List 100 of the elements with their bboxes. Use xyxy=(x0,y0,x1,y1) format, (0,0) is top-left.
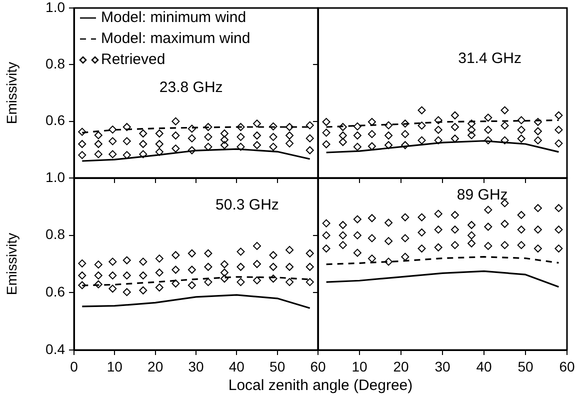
point xyxy=(468,231,476,240)
point xyxy=(236,132,245,141)
point xyxy=(269,274,278,283)
point xyxy=(220,268,228,277)
point xyxy=(534,204,542,212)
point xyxy=(384,237,393,246)
point xyxy=(108,271,117,280)
point xyxy=(204,142,212,151)
annotation: 31.4 GHz xyxy=(458,50,522,68)
point xyxy=(322,128,330,137)
point xyxy=(94,140,102,148)
point xyxy=(172,279,180,288)
point xyxy=(155,284,164,292)
point xyxy=(322,118,330,126)
point xyxy=(172,144,180,153)
point xyxy=(418,244,426,253)
x-tick-label: 40 xyxy=(476,358,492,374)
point xyxy=(155,130,164,138)
point xyxy=(306,249,314,258)
point xyxy=(269,132,278,141)
x-tick-label: 0 xyxy=(70,358,78,374)
point xyxy=(554,139,563,148)
point xyxy=(384,141,393,150)
annotation: 50.3 GHz xyxy=(216,196,279,214)
point xyxy=(484,222,492,231)
point xyxy=(401,141,410,150)
point xyxy=(418,136,426,144)
point xyxy=(500,136,509,144)
annotation: 89 GHz xyxy=(456,186,508,204)
point xyxy=(78,281,86,290)
point xyxy=(384,218,393,227)
point xyxy=(220,136,228,144)
x-tick-label: 60 xyxy=(559,358,575,374)
point xyxy=(155,268,164,277)
point xyxy=(468,131,476,140)
point xyxy=(517,126,526,134)
point xyxy=(253,141,261,150)
x-tick-label: 30 xyxy=(434,358,450,374)
point xyxy=(368,214,376,222)
point xyxy=(401,252,410,261)
y-tick-label: 0.8 xyxy=(46,56,66,72)
point xyxy=(139,130,148,138)
legend-label: Model: minimum wind xyxy=(101,9,246,26)
point xyxy=(94,131,102,140)
point xyxy=(286,132,294,140)
point xyxy=(78,271,86,280)
point xyxy=(384,258,393,266)
point xyxy=(236,123,245,131)
point xyxy=(172,132,180,140)
point xyxy=(108,258,117,266)
point xyxy=(286,123,294,131)
x-tick-label: 40 xyxy=(228,358,245,374)
point xyxy=(122,288,131,296)
point xyxy=(286,262,294,271)
point xyxy=(155,254,164,263)
annotation: 23.8 GHz xyxy=(159,79,223,96)
point xyxy=(500,106,509,114)
point xyxy=(534,244,542,253)
point xyxy=(500,122,509,130)
point xyxy=(484,126,492,134)
point xyxy=(188,146,196,154)
point xyxy=(269,142,278,151)
point xyxy=(468,239,476,248)
point xyxy=(338,138,347,146)
x-tick-label: 50 xyxy=(270,358,286,374)
point xyxy=(322,219,330,228)
point xyxy=(468,126,476,134)
point xyxy=(122,256,131,264)
point xyxy=(500,241,509,250)
point xyxy=(286,139,294,148)
point xyxy=(368,130,376,138)
point xyxy=(220,260,228,268)
point xyxy=(108,126,117,134)
x-tick-label: 50 xyxy=(518,358,534,374)
point xyxy=(338,132,347,140)
point xyxy=(253,276,261,284)
point xyxy=(534,226,542,234)
x-axis-title: Local zenith angle (Degree) xyxy=(227,377,414,394)
point xyxy=(306,278,314,286)
point xyxy=(418,228,426,236)
point xyxy=(139,271,148,280)
y-tick-label: 0.8 xyxy=(46,226,66,242)
point xyxy=(434,126,442,134)
point xyxy=(468,120,476,128)
point xyxy=(554,226,563,234)
point xyxy=(322,140,330,148)
point xyxy=(108,150,117,158)
point xyxy=(122,137,131,146)
point xyxy=(368,254,376,263)
point xyxy=(306,121,314,130)
point xyxy=(204,278,212,286)
point xyxy=(368,118,376,126)
point xyxy=(434,210,442,218)
point xyxy=(450,226,459,234)
y-tick-label: 1.0 xyxy=(46,0,66,15)
point xyxy=(253,242,261,250)
point xyxy=(353,215,362,224)
point xyxy=(204,123,212,131)
point xyxy=(554,111,563,120)
point xyxy=(450,123,459,131)
